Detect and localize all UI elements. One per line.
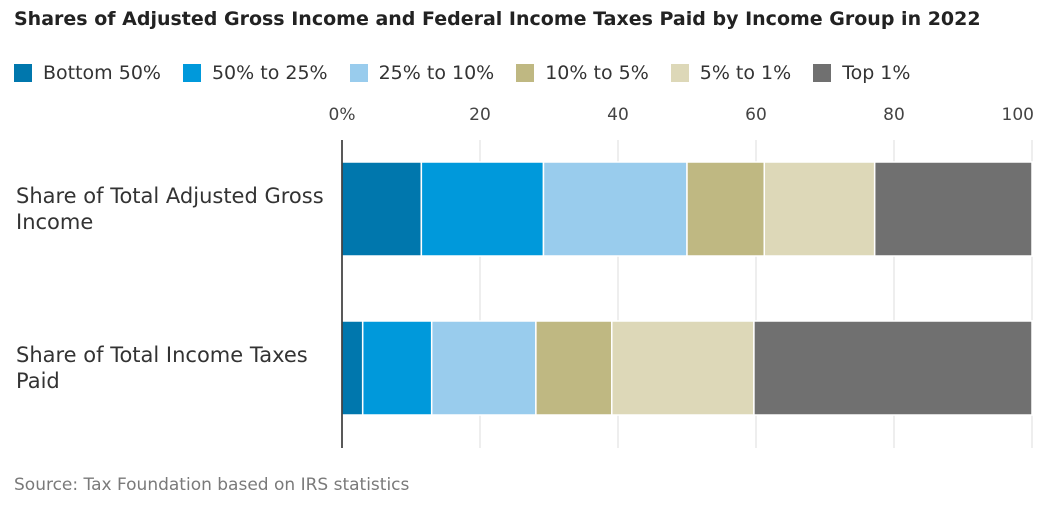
bar-segment xyxy=(611,320,755,416)
category-label-line: Income xyxy=(16,210,93,234)
legend-swatch-50-to-25 xyxy=(182,64,201,82)
legend-swatch-top-1 xyxy=(813,64,832,82)
legend-swatch-bottom-50 xyxy=(14,64,32,82)
legend-swatch-10-to-5 xyxy=(516,64,535,82)
bar-segment xyxy=(430,320,537,416)
legend-item-bottom-50: Bottom 50% xyxy=(14,62,161,84)
category-labels: Share of Total Adjusted Gross IncomeShare… xyxy=(16,184,324,393)
bar-segment xyxy=(341,320,364,416)
source-note: Source: Tax Foundation based on IRS stat… xyxy=(14,475,410,495)
x-tick-label: 100 xyxy=(1002,105,1034,125)
bar-segment xyxy=(542,161,688,257)
legend-item-25-to-10: 25% to 10% xyxy=(349,62,495,84)
legend-label-5-to-1: 5% to 1% xyxy=(699,62,792,84)
legend-item-50-to-25: 50% to 25% xyxy=(182,62,328,84)
x-axis-ticks: 0% 20 40 60 80 100 xyxy=(329,105,1034,125)
legend-label-50-to-25: 50% to 25% xyxy=(211,62,328,84)
category-label-line: Share of Total Income Taxes xyxy=(16,343,308,367)
bar-segment xyxy=(341,161,423,257)
legend-label-25-to-10: 25% to 10% xyxy=(378,62,495,84)
category-label: Share of Total Income Taxes Paid xyxy=(16,343,308,393)
x-tick-label: 0% xyxy=(329,105,356,125)
category-label-line: Paid xyxy=(16,369,60,393)
legend-item-10-to-5: 10% to 5% xyxy=(516,62,649,84)
x-tick-label: 60 xyxy=(745,105,767,125)
legend-swatch-5-to-1 xyxy=(670,64,689,82)
bar-segment xyxy=(420,161,545,257)
category-label: Share of Total Adjusted Gross Income xyxy=(16,184,324,234)
bar-segment xyxy=(686,161,766,257)
legend-swatch-25-to-10 xyxy=(349,64,368,82)
legend-label-bottom-50: Bottom 50% xyxy=(43,62,161,84)
legend-item-top-1: Top 1% xyxy=(813,62,910,84)
bar-segment xyxy=(753,320,1033,416)
x-tick-label: 20 xyxy=(469,105,491,125)
bar-segment xyxy=(763,161,876,257)
x-tick-label: 40 xyxy=(607,105,629,125)
chart-title: Shares of Adjusted Gross Income and Fede… xyxy=(14,8,981,30)
legend-label-10-to-5: 10% to 5% xyxy=(545,62,649,84)
legend-label-top-1: Top 1% xyxy=(842,62,911,84)
legend: Bottom 50% 50% to 25% 25% to 10% 10% to … xyxy=(14,62,932,84)
x-tick-label: 80 xyxy=(883,105,905,125)
bars xyxy=(341,161,1033,416)
bar-segment xyxy=(873,161,1033,257)
legend-item-5-to-1: 5% to 1% xyxy=(670,62,792,84)
category-label-line: Share of Total Adjusted Gross xyxy=(16,184,324,208)
bar-segment xyxy=(361,320,433,416)
bar-segment xyxy=(535,320,613,416)
